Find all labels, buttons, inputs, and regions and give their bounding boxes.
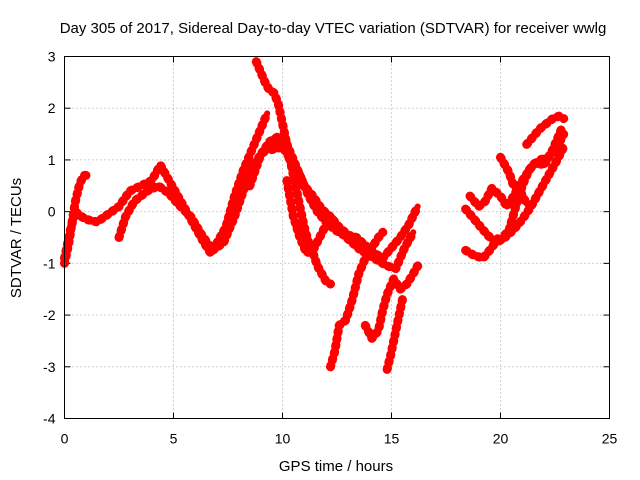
y-tick-label: 3 — [48, 49, 56, 65]
x-tick-label: 10 — [275, 431, 291, 447]
x-tick-label: 0 — [61, 431, 69, 447]
series-markers-track-9 — [360, 261, 423, 343]
plot-frame — [64, 56, 610, 419]
y-tick-label: -3 — [43, 359, 56, 375]
series-markers-track-14 — [496, 124, 566, 245]
grid — [64, 56, 610, 419]
x-axis-label: GPS time / hours — [279, 458, 393, 475]
series-markers-track-1 — [60, 108, 272, 263]
y-tick-label: 0 — [48, 204, 56, 220]
series-markers-track-6 — [267, 142, 418, 273]
series-markers-track-10 — [382, 295, 407, 374]
series-markers-track-8 — [326, 227, 388, 372]
series-markers-track-7 — [282, 176, 344, 258]
y-tick-label: 2 — [48, 100, 56, 116]
series-markers-track-2 — [60, 170, 91, 268]
y-tick-label: -2 — [43, 307, 56, 323]
y-tick-label: -1 — [43, 255, 56, 271]
x-tick-label: 5 — [170, 431, 178, 447]
series-markers-track-16 — [522, 111, 569, 149]
y-axis-label: SDTVAR / TECUs — [8, 178, 25, 298]
x-tick-label: 25 — [602, 431, 618, 447]
tick-labels: 0 5 10 15 20 25 -4 -3 -2 -1 0 1 2 3 — [43, 49, 617, 447]
y-tick-label: 1 — [48, 152, 56, 168]
series-markers-track-4 — [251, 57, 335, 289]
chart-title: Day 305 of 2017, Sidereal Day-to-day VTE… — [60, 20, 607, 37]
x-tick-label: 15 — [384, 431, 400, 447]
series-markers-track-5 — [245, 132, 423, 263]
y-tick-label: -4 — [43, 411, 56, 427]
x-tick-label: 20 — [493, 431, 509, 447]
axis-ticks — [64, 56, 610, 419]
series-markers-track-15 — [496, 152, 532, 209]
series-group — [60, 57, 569, 374]
